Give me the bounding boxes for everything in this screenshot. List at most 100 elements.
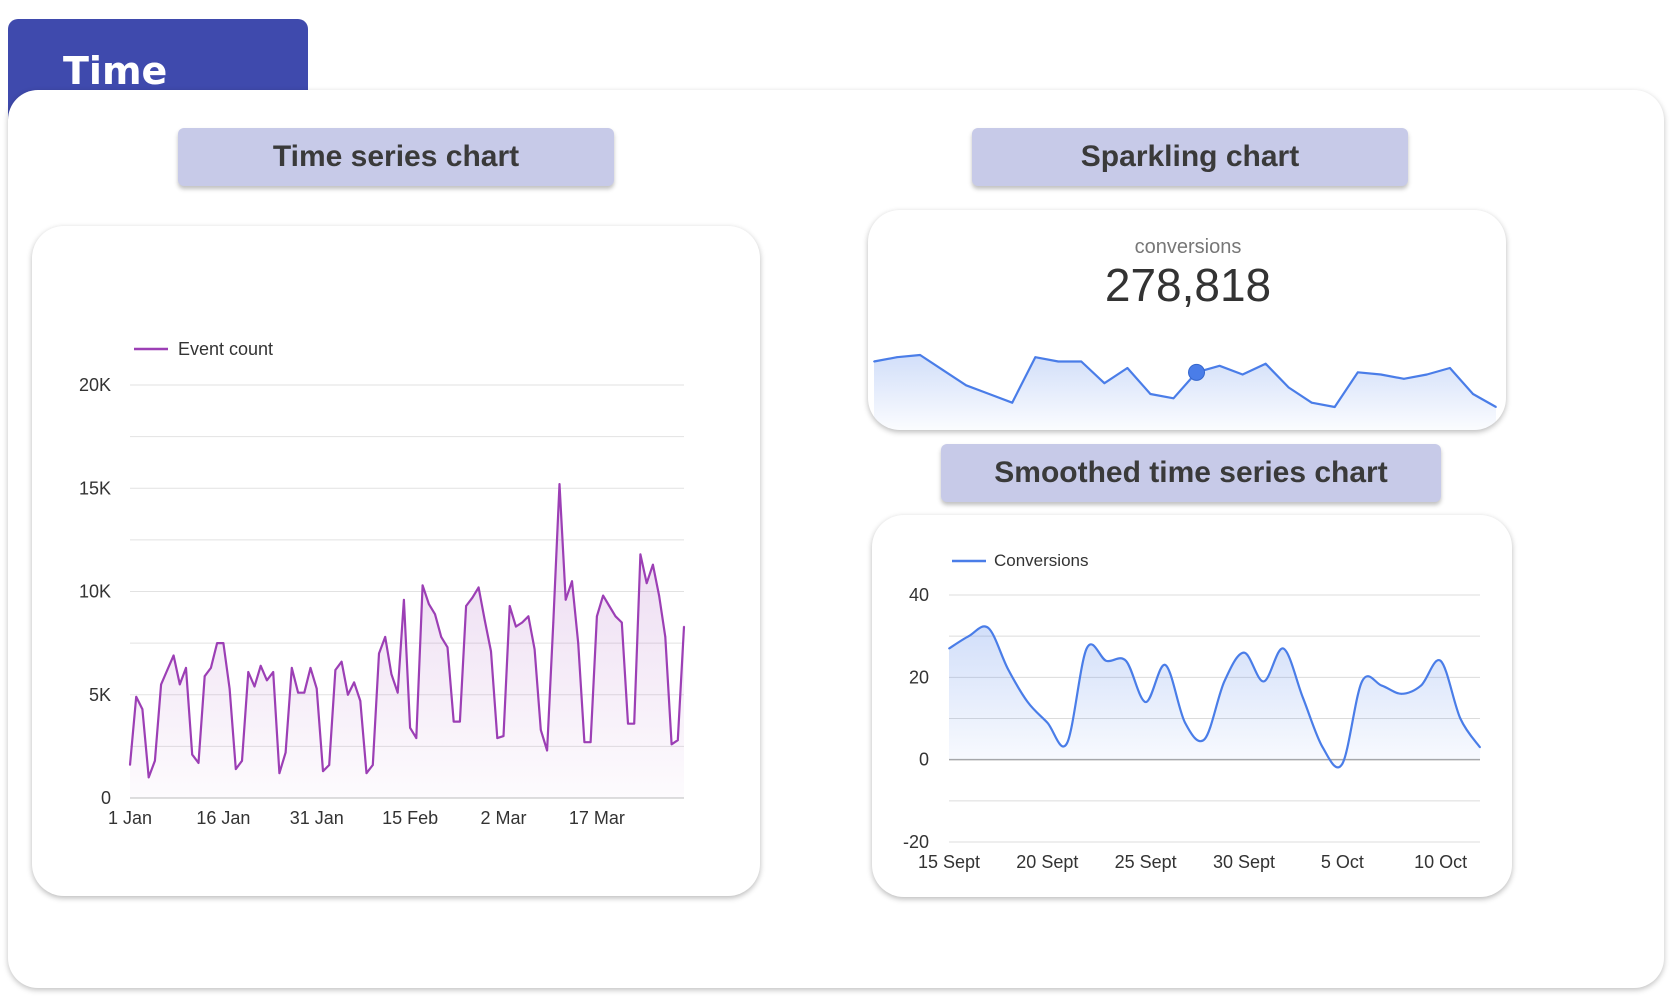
event-count-point[interactable] xyxy=(346,693,349,696)
event-count-point[interactable] xyxy=(533,648,536,651)
event-count-point[interactable] xyxy=(571,580,573,583)
event-count-point[interactable] xyxy=(315,687,318,690)
conversions-point[interactable] xyxy=(1026,701,1029,703)
event-count-point[interactable] xyxy=(658,594,661,597)
event-count-point[interactable] xyxy=(297,691,299,694)
event-count-point[interactable] xyxy=(670,743,673,746)
sparkling-point[interactable] xyxy=(1218,364,1221,367)
sparkling-point[interactable] xyxy=(1472,393,1474,395)
event-count-point[interactable] xyxy=(683,625,685,628)
sparkling-point[interactable] xyxy=(1449,367,1451,369)
event-count-point[interactable] xyxy=(614,615,617,618)
event-count-point[interactable] xyxy=(620,621,623,624)
event-count-point[interactable] xyxy=(639,553,642,556)
conversions-point[interactable] xyxy=(1203,738,1206,740)
event-count-point[interactable] xyxy=(129,764,131,766)
sparkling-point[interactable] xyxy=(1287,386,1290,389)
event-count-point[interactable] xyxy=(359,700,362,702)
sparkling-point[interactable] xyxy=(1425,373,1428,376)
event-count-point[interactable] xyxy=(272,671,275,673)
event-count-point[interactable] xyxy=(228,687,231,690)
sparkling-point[interactable] xyxy=(896,356,898,359)
event-count-point[interactable] xyxy=(508,605,511,607)
event-count-point[interactable] xyxy=(427,602,430,605)
event-count-point[interactable] xyxy=(191,753,194,756)
conversions-point[interactable] xyxy=(1400,692,1403,695)
sparkling-point[interactable] xyxy=(1080,360,1083,363)
event-count-point[interactable] xyxy=(440,636,443,638)
event-count-point[interactable] xyxy=(627,722,629,725)
event-count-point[interactable] xyxy=(365,772,368,775)
sparkling-point[interactable] xyxy=(988,393,991,395)
event-count-point[interactable] xyxy=(502,735,505,737)
sparkling-point[interactable] xyxy=(1172,397,1175,400)
sparkling-point[interactable] xyxy=(1011,401,1014,404)
event-count-point[interactable] xyxy=(259,664,262,667)
conversions-point[interactable] xyxy=(1341,762,1344,765)
sparkling-point[interactable] xyxy=(1103,382,1106,385)
event-count-point[interactable] xyxy=(496,737,499,740)
event-count-point[interactable] xyxy=(166,669,169,671)
event-count-point[interactable] xyxy=(521,621,524,624)
event-count-point[interactable] xyxy=(284,751,287,754)
conversions-point[interactable] xyxy=(1164,664,1167,666)
sparkling-point[interactable] xyxy=(1034,356,1037,359)
event-count-point[interactable] xyxy=(676,739,679,742)
event-count-point[interactable] xyxy=(477,586,480,589)
sparkling-point[interactable] xyxy=(1310,401,1313,404)
event-count-point[interactable] xyxy=(459,720,461,723)
conversions-point[interactable] xyxy=(1085,647,1088,650)
event-count-point[interactable] xyxy=(353,681,355,684)
sparkling-point[interactable] xyxy=(965,384,968,387)
event-count-point[interactable] xyxy=(222,642,225,645)
event-count-point[interactable] xyxy=(384,636,387,638)
event-count-point[interactable] xyxy=(552,621,555,624)
event-count-point[interactable] xyxy=(390,673,393,675)
event-count-point[interactable] xyxy=(197,761,200,764)
event-count-point[interactable] xyxy=(645,582,648,585)
event-count-point[interactable] xyxy=(371,764,374,766)
event-count-point[interactable] xyxy=(234,768,237,770)
event-count-point[interactable] xyxy=(465,605,468,607)
conversions-point[interactable] xyxy=(1105,659,1108,662)
event-count-point[interactable] xyxy=(135,695,138,698)
event-count-point[interactable] xyxy=(303,691,306,694)
event-count-point[interactable] xyxy=(290,667,293,669)
event-count-point[interactable] xyxy=(210,667,212,669)
event-count-point[interactable] xyxy=(340,660,343,663)
event-count-point[interactable] xyxy=(241,759,243,762)
event-count-point[interactable] xyxy=(378,652,380,655)
sparkling-point[interactable] xyxy=(1333,406,1336,408)
event-count-point[interactable] xyxy=(434,613,436,616)
sparkling-point[interactable] xyxy=(1495,406,1497,408)
event-count-point[interactable] xyxy=(483,619,486,622)
event-count-point[interactable] xyxy=(527,615,530,618)
sparkling-point[interactable] xyxy=(1057,360,1060,363)
conversions-point[interactable] xyxy=(1459,717,1462,720)
event-count-point[interactable] xyxy=(452,720,455,723)
event-count-point[interactable] xyxy=(278,772,281,775)
event-count-point[interactable] xyxy=(322,770,324,773)
event-count-point[interactable] xyxy=(141,708,144,711)
sparkling-point[interactable] xyxy=(1241,373,1244,376)
conversions-point[interactable] xyxy=(948,647,950,650)
event-count-point[interactable] xyxy=(309,667,312,669)
event-count-point[interactable] xyxy=(446,646,449,649)
event-count-point[interactable] xyxy=(664,636,667,638)
event-count-point[interactable] xyxy=(153,759,156,762)
conversions-point[interactable] xyxy=(1361,680,1363,683)
event-count-point[interactable] xyxy=(185,667,187,669)
conversions-point[interactable] xyxy=(1282,647,1285,650)
event-count-point[interactable] xyxy=(602,594,604,597)
event-count-point[interactable] xyxy=(415,737,418,740)
event-count-point[interactable] xyxy=(334,669,337,671)
event-count-point[interactable] xyxy=(172,654,175,657)
event-count-point[interactable] xyxy=(558,483,561,486)
event-count-point[interactable] xyxy=(421,584,424,587)
event-count-point[interactable] xyxy=(203,675,206,678)
event-count-point[interactable] xyxy=(253,685,256,688)
sparkling-point[interactable] xyxy=(1264,362,1267,365)
event-count-point[interactable] xyxy=(651,563,654,566)
conversions-point[interactable] xyxy=(1302,697,1304,699)
conversions-point[interactable] xyxy=(1144,701,1147,703)
